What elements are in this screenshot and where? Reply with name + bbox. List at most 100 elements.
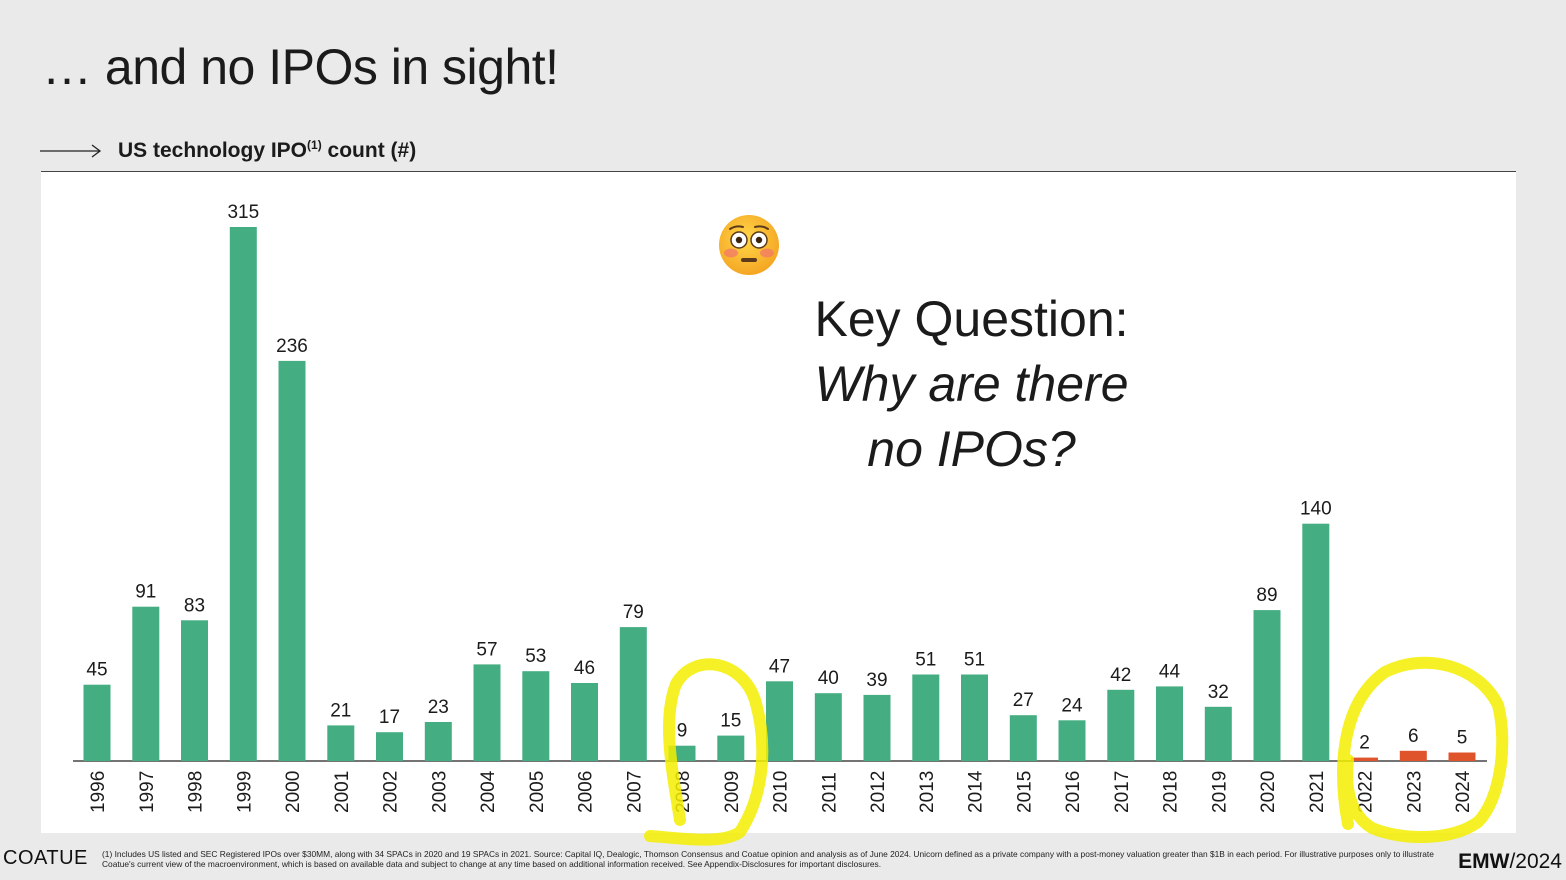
- chart-subtitle-main: US technology IPO: [118, 139, 308, 162]
- bar-value-label-2016: 24: [1061, 695, 1083, 716]
- bar-2022: [1351, 757, 1378, 761]
- x-tick-label-2016: 2016: [1063, 771, 1084, 813]
- footnote: (1) Includes US listed and SEC Registere…: [102, 849, 1434, 869]
- x-tick-label-2017: 2017: [1112, 771, 1133, 813]
- x-tick-label-2010: 2010: [771, 771, 792, 813]
- bar-value-label-2002: 17: [379, 707, 400, 728]
- x-tick-label-2004: 2004: [478, 770, 499, 813]
- key-question-callout: Key Question: Why are there no IPOs?: [789, 287, 1154, 482]
- key-question-text: Why are there no IPOs?: [814, 356, 1129, 477]
- bar-2020: [1253, 610, 1281, 761]
- bar-value-label-2011: 40: [818, 668, 839, 689]
- bar-value-label-2005: 53: [525, 646, 546, 667]
- bar-1997: [132, 606, 160, 761]
- bar-2005: [522, 671, 550, 761]
- x-tick-label-2003: 2003: [429, 771, 450, 813]
- x-tick-label-2014: 2014: [966, 770, 987, 813]
- x-tick-label-2001: 2001: [332, 771, 353, 813]
- x-tick-label-2024: 2024: [1453, 770, 1474, 813]
- chart-panel: 45 1996 91 1997 83 1998 315 1999 236 2000 21 2001 17…: [41, 171, 1516, 833]
- x-tick-label-2006: 2006: [576, 771, 597, 813]
- x-tick-label-2015: 2015: [1014, 771, 1035, 813]
- bar-2004: [473, 664, 501, 761]
- bar-value-label-2007: 79: [623, 602, 644, 623]
- x-tick-label-2013: 2013: [917, 771, 938, 813]
- bar-2015: [1009, 715, 1037, 761]
- event-logo-year: /2024: [1509, 850, 1562, 873]
- arrow-right-icon: [40, 143, 102, 158]
- bar-2019: [1204, 706, 1232, 761]
- bar-2012: [863, 694, 891, 761]
- flushed-face-icon: [719, 215, 779, 275]
- x-tick-label-2007: 2007: [624, 771, 645, 813]
- bar-2003: [424, 722, 452, 761]
- x-tick-label-2005: 2005: [527, 771, 548, 813]
- key-question-heading: Key Question:: [814, 291, 1129, 347]
- bar-value-label-2021: 140: [1300, 499, 1332, 520]
- bar-2011: [814, 693, 842, 761]
- bar-2016: [1058, 720, 1086, 761]
- bar-2008: [668, 745, 696, 761]
- bar-2000: [278, 360, 306, 761]
- chart-subtitle-suffix: count (#): [321, 139, 417, 162]
- bar-2021: [1302, 523, 1330, 761]
- bar-1999: [229, 227, 257, 761]
- x-tick-label-1997: 1997: [137, 771, 158, 813]
- bar-2002: [376, 732, 403, 761]
- bar-value-label-2015: 27: [1013, 690, 1034, 711]
- coatue-logo: COATUE: [3, 847, 88, 869]
- chart-subtitle-footnote-ref: (1): [307, 138, 322, 152]
- bar-2014: [961, 674, 988, 761]
- bar-2007: [619, 627, 647, 761]
- bar-value-label-1996: 45: [86, 660, 107, 681]
- bar-1996: [83, 684, 111, 761]
- x-tick-label-2012: 2012: [868, 771, 889, 813]
- bar-value-label-2020: 89: [1256, 585, 1277, 606]
- bar-value-label-2012: 39: [866, 670, 887, 691]
- bar-chart: 4519969119978319983151999236200021200117…: [73, 202, 1487, 813]
- bar-value-label-2017: 42: [1110, 665, 1131, 686]
- x-tick-label-2018: 2018: [1161, 771, 1182, 813]
- bar-value-label-2008: 9: [677, 721, 688, 742]
- bar-value-label-2019: 32: [1208, 682, 1229, 703]
- x-tick-label-2009: 2009: [722, 771, 743, 813]
- x-tick-label-2002: 2002: [381, 771, 402, 813]
- bar-value-label-1998: 83: [184, 595, 205, 616]
- x-tick-label-1999: 1999: [234, 771, 255, 813]
- bar-value-label-2023: 6: [1408, 726, 1419, 747]
- bar-value-label-2009: 15: [720, 711, 741, 732]
- bar-2010: [766, 681, 793, 761]
- x-tick-label-2019: 2019: [1209, 771, 1230, 813]
- x-tick-label-2000: 2000: [283, 771, 304, 813]
- event-logo: EMW/2024: [1458, 850, 1562, 874]
- x-tick-label-2020: 2020: [1258, 771, 1279, 813]
- x-tick-label-2008: 2008: [673, 771, 694, 813]
- bar-value-label-2022: 2: [1359, 733, 1370, 754]
- bar-value-label-2004: 57: [476, 639, 497, 660]
- bar-2001: [327, 725, 355, 761]
- bar-value-label-1997: 91: [135, 582, 156, 603]
- event-logo-bold: EMW: [1458, 850, 1510, 873]
- bar-2024: [1448, 752, 1476, 761]
- bar-2023: [1399, 750, 1427, 761]
- bar-value-label-2024: 5: [1457, 728, 1468, 749]
- x-tick-label-2021: 2021: [1307, 771, 1328, 813]
- bar-2009: [717, 735, 745, 761]
- bar-value-label-2006: 46: [574, 658, 595, 679]
- chart-subtitle: US technology IPO(1) count (#): [118, 138, 416, 163]
- x-tick-label-2011: 2011: [819, 772, 840, 813]
- bar-2006: [571, 683, 598, 761]
- bar-value-label-1999: 315: [227, 202, 259, 223]
- bar-2018: [1156, 686, 1183, 761]
- bar-2013: [912, 674, 940, 761]
- chart-subtitle-row: US technology IPO(1) count (#): [40, 138, 416, 163]
- x-tick-label-2022: 2022: [1356, 771, 1377, 813]
- bar-value-label-2013: 51: [915, 650, 936, 671]
- bar-value-label-2003: 23: [428, 697, 449, 718]
- bar-value-label-2001: 21: [330, 700, 351, 721]
- bar-1998: [181, 620, 208, 761]
- bar-2017: [1107, 689, 1135, 761]
- x-tick-label-1998: 1998: [186, 771, 207, 813]
- x-tick-label-1996: 1996: [88, 771, 109, 813]
- bar-value-label-2000: 236: [276, 336, 308, 357]
